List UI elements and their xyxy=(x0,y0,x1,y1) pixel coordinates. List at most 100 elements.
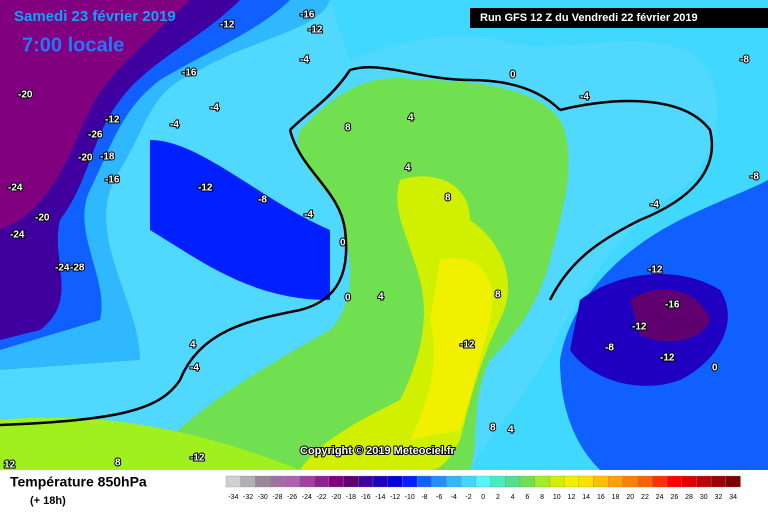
contour-label: -12 xyxy=(105,115,120,126)
legend-tick: -8 xyxy=(421,494,427,501)
contour-label: 0 xyxy=(345,293,351,304)
legend-tick: -12 xyxy=(390,494,400,501)
contour-label: 8 xyxy=(490,423,496,434)
legend-tick: -32 xyxy=(243,494,253,501)
contour-label: -4 xyxy=(170,120,179,131)
contour-label: -16 xyxy=(105,175,120,186)
legend-swatch xyxy=(608,475,624,488)
legend-swatch xyxy=(710,475,726,488)
contour-label: -28 xyxy=(70,263,85,274)
legend-swatch xyxy=(549,475,565,488)
contour-label: -8 xyxy=(605,343,614,354)
contour-label: -4 xyxy=(210,103,219,114)
legend-swatch xyxy=(431,475,447,488)
legend-swatch xyxy=(696,475,712,488)
mild-zone xyxy=(0,417,300,470)
contour-label: -12 xyxy=(460,340,475,351)
contour-label: -4 xyxy=(190,363,199,374)
warm-zone xyxy=(410,258,493,440)
legend-swatch xyxy=(461,475,477,488)
contour-label: -4 xyxy=(580,92,589,103)
contour-label: 0 xyxy=(510,70,516,81)
legend-swatch xyxy=(652,475,668,488)
legend-tick: 32 xyxy=(715,494,723,501)
legend-swatch xyxy=(519,475,535,488)
contour-label: -12 xyxy=(632,322,647,333)
legend-swatch xyxy=(534,475,550,488)
legend-tick: 28 xyxy=(685,494,693,501)
legend-tick: -10 xyxy=(405,494,415,501)
legend-tick: -28 xyxy=(272,494,282,501)
legend-tick: -18 xyxy=(346,494,356,501)
legend-tick: -24 xyxy=(302,494,312,501)
legend-tick: 34 xyxy=(729,494,737,501)
legend-tick: 20 xyxy=(626,494,634,501)
legend-swatch xyxy=(255,475,271,488)
contour-label: 0 xyxy=(712,363,718,374)
legend-tick: -26 xyxy=(287,494,297,501)
run-info: Run GFS 12 Z du Vendredi 22 février 2019 xyxy=(480,12,698,24)
legend-swatch xyxy=(490,475,506,488)
contour-label: -16 xyxy=(665,300,680,311)
contour-label: -8 xyxy=(750,172,759,183)
legend-swatch xyxy=(358,475,374,488)
legend-tick: 24 xyxy=(656,494,664,501)
contour-label: -16 xyxy=(300,10,315,21)
cold-core xyxy=(630,289,710,342)
legend-tick: 10 xyxy=(553,494,561,501)
legend-tick: -22 xyxy=(316,494,326,501)
contour-label: -4 xyxy=(300,55,309,66)
legend-tick: -16 xyxy=(361,494,371,501)
legend-swatch xyxy=(284,475,300,488)
legend-swatch xyxy=(343,475,359,488)
legend-tick: -34 xyxy=(228,494,238,501)
contour-label: 4 xyxy=(408,113,414,124)
run-box xyxy=(470,8,768,28)
legend-tick: -4 xyxy=(451,494,457,501)
legend-tick: -20 xyxy=(331,494,341,501)
cold-core xyxy=(0,0,190,230)
contour-label: 8 xyxy=(345,123,351,134)
contour-label: -20 xyxy=(35,213,50,224)
contour-label: 8 xyxy=(495,290,501,301)
legend-swatch xyxy=(225,475,241,488)
legend-swatch xyxy=(666,475,682,488)
legend-tick: -6 xyxy=(436,494,442,501)
contour-label: 0 xyxy=(340,238,346,249)
legend-swatch xyxy=(563,475,579,488)
contour-label: -24 xyxy=(8,183,23,194)
contour-label: -18 xyxy=(100,152,115,163)
legend-swatch xyxy=(681,475,697,488)
legend-tick: 4 xyxy=(511,494,515,501)
lead-time: (+ 18h) xyxy=(30,495,66,507)
contour-label: -26 xyxy=(88,130,103,141)
legend-swatch xyxy=(593,475,609,488)
contour-label: -20 xyxy=(78,153,93,164)
legend-tick: -30 xyxy=(258,494,268,501)
legend-swatch xyxy=(505,475,521,488)
legend-swatch xyxy=(299,475,315,488)
copyright: Copyright © 2019 Meteociel.fr xyxy=(300,445,456,457)
legend-tick: 0 xyxy=(481,494,485,501)
contour-label: 4 xyxy=(378,292,384,303)
contour-label: -16 xyxy=(182,68,197,79)
contour-label: -20 xyxy=(18,90,33,101)
time: 7:00 locale xyxy=(22,34,124,56)
contour-label: -4 xyxy=(304,210,313,221)
legend-tick: -2 xyxy=(465,494,471,501)
legend-swatch xyxy=(328,475,344,488)
legend-swatch xyxy=(637,475,653,488)
contour-label: -8 xyxy=(740,55,749,66)
legend-tick: 30 xyxy=(700,494,708,501)
contour-label: 8 xyxy=(445,193,451,204)
zero-isotherm xyxy=(548,99,714,301)
legend-tick: 18 xyxy=(612,494,620,501)
legend-tick: 22 xyxy=(641,494,649,501)
legend-swatch xyxy=(475,475,491,488)
contour-label: -12 xyxy=(190,453,205,464)
legend-swatch xyxy=(416,475,432,488)
contour-label: -12 xyxy=(198,183,213,194)
legend-tick: 12 xyxy=(568,494,576,501)
